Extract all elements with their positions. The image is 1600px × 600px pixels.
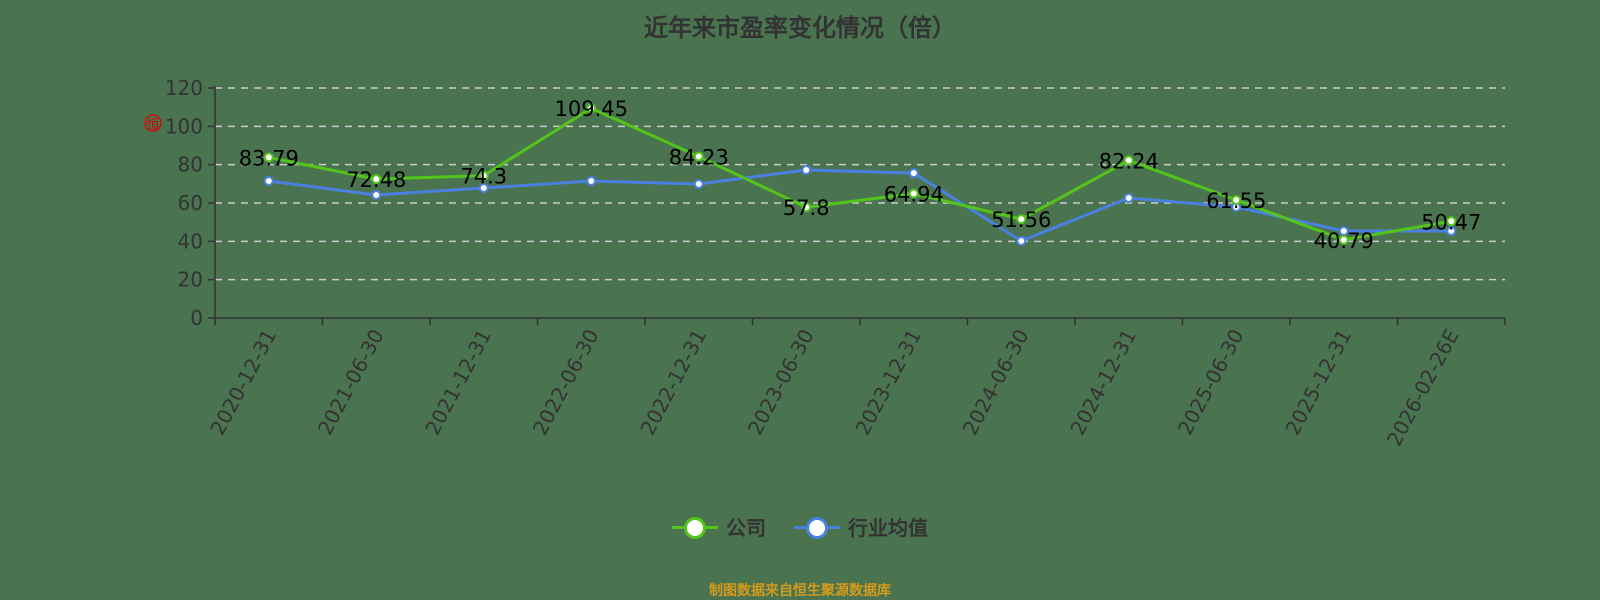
legend: 公司 行业均值 — [0, 512, 1600, 541]
data-point — [801, 202, 812, 213]
data-label: 64.94 — [884, 183, 944, 207]
data-label: 74.3 — [460, 165, 507, 189]
data-point — [371, 189, 382, 200]
data-point — [1231, 195, 1242, 206]
data-point — [1338, 234, 1349, 245]
data-label: 83.79 — [239, 146, 299, 170]
data-point — [1446, 216, 1457, 227]
x-tick-label: 2024-06-30 — [958, 325, 1034, 439]
data-point — [801, 165, 812, 176]
y-tick-label: 80 — [178, 153, 203, 177]
watermark-text: 恒 — [146, 118, 159, 133]
data-point — [1016, 235, 1027, 246]
chart-title: 近年来市盈率变化情况（倍） — [644, 14, 956, 42]
legend-company-marker-icon — [672, 516, 718, 539]
data-point — [1123, 155, 1134, 166]
data-label: 82.24 — [1099, 149, 1159, 173]
data-label: 72.48 — [346, 168, 406, 192]
legend-industry-marker-icon — [794, 516, 840, 539]
series-line-industry — [268, 168, 1452, 243]
data-label: 40.79 — [1314, 229, 1374, 253]
data-point — [263, 152, 274, 163]
data-point — [908, 168, 919, 179]
legend-company-label: 公司 — [726, 516, 766, 540]
x-tick-label: 2024-12-31 — [1065, 325, 1141, 439]
data-point — [478, 183, 489, 194]
data-point — [371, 174, 382, 185]
x-tick-label: 2021-06-30 — [313, 325, 389, 439]
x-tick-label: 2025-12-31 — [1280, 325, 1356, 439]
data-point — [908, 188, 919, 199]
data-label: 84.23 — [669, 146, 729, 170]
x-tick-label: 2022-06-30 — [528, 325, 604, 439]
data-point — [263, 175, 274, 186]
x-tick-label: 2023-12-31 — [850, 325, 926, 439]
data-label: 57.8 — [783, 196, 830, 220]
data-label: 109.45 — [555, 97, 628, 121]
y-tick-label: 20 — [178, 268, 203, 292]
data-label: 51.56 — [991, 208, 1051, 232]
data-point — [1123, 193, 1134, 204]
x-tick-label: 2025-06-30 — [1173, 325, 1249, 439]
data-point — [586, 175, 597, 186]
x-tick-label: 2026-02-26E — [1382, 325, 1464, 450]
legend-item-company[interactable]: 公司 — [672, 512, 766, 541]
legend-industry-label: 行业均值 — [848, 516, 928, 540]
data-source-note: 制图数据来自恒生聚源数据库 — [709, 583, 891, 599]
data-label: 61.55 — [1206, 189, 1266, 213]
data-point — [1016, 214, 1027, 225]
y-tick-label: 40 — [178, 229, 203, 253]
watermark-icon — [144, 114, 162, 132]
y-tick-label: 120 — [165, 76, 203, 100]
x-tick-label: 2021-12-31 — [420, 325, 496, 439]
x-tick-label: 2020-12-31 — [205, 325, 281, 439]
data-label: 50.47 — [1421, 210, 1481, 234]
y-tick-label: 0 — [190, 306, 203, 330]
data-point — [1446, 225, 1457, 236]
data-point — [586, 103, 597, 114]
series-line-company — [268, 106, 1452, 242]
y-tick-label: 100 — [165, 114, 203, 138]
data-point — [693, 179, 704, 190]
data-point — [693, 151, 704, 162]
x-tick-label: 2022-12-31 — [635, 325, 711, 439]
legend-item-industry[interactable]: 行业均值 — [794, 512, 928, 541]
y-tick-label: 60 — [178, 191, 203, 215]
line-chart: 0 20 40 60 80 100 120 恒 2020-12-31 2021-06-30 2021… — [144, 76, 1506, 450]
data-point — [478, 170, 489, 181]
x-tick-label: 2023-06-30 — [743, 325, 819, 439]
